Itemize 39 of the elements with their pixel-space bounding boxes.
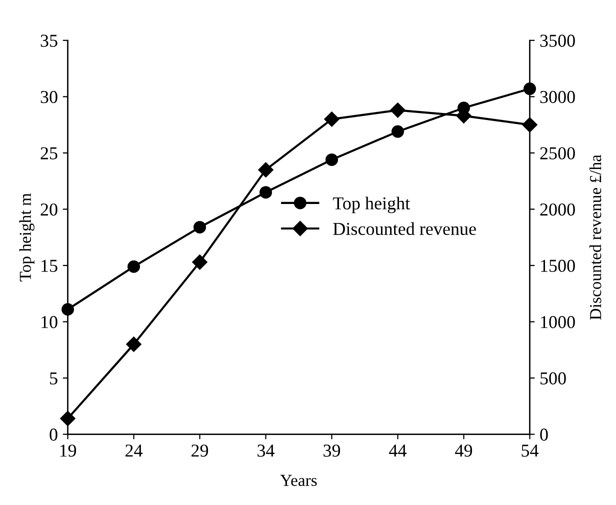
y-tick-label: 30 (40, 90, 58, 104)
x-tick-label: 39 (324, 444, 340, 457)
y2-tick-label: 1000 (541, 316, 575, 328)
y-tick-label: 10 (42, 316, 58, 328)
y2-tick-label: 2500 (540, 147, 575, 160)
point (390, 102, 406, 118)
point (194, 220, 206, 234)
point (326, 153, 338, 166)
y2-axis-title: Discounted revenue £/ha (589, 154, 602, 320)
point (128, 260, 140, 273)
y2-tick-label: 1500 (541, 260, 575, 272)
y2-tick-label: 3000 (540, 90, 575, 104)
y-tick-label: 20 (40, 203, 58, 216)
x-tick-label: 44 (389, 444, 407, 457)
legend-label: Discounted revenue (333, 222, 476, 236)
y2-tick-label: 3500 (540, 34, 575, 47)
point (324, 112, 340, 127)
x-tick-label: 54 (522, 444, 539, 457)
point (192, 254, 208, 270)
x-tick-label: 19 (60, 444, 76, 457)
y-tick-label: 15 (42, 260, 58, 272)
y-tick-label: 0 (50, 428, 58, 441)
y2-tick-label: 2000 (540, 203, 575, 216)
x-axis-title: Years (280, 474, 317, 486)
x-tick-label: 29 (192, 444, 208, 457)
y2-tick-label: 0 (540, 428, 548, 441)
y-tick-label: 25 (40, 147, 58, 160)
y-axis-title: Top height m (19, 193, 34, 282)
point (260, 186, 272, 199)
x-tick-label: 49 (455, 444, 472, 457)
x-tick-label: 34 (258, 444, 275, 457)
point (126, 336, 142, 352)
x-tick-label: 24 (126, 444, 143, 457)
y-tick-label: 35 (40, 34, 58, 47)
legend-label: Top height (332, 196, 410, 214)
point (392, 125, 404, 138)
point (258, 162, 274, 178)
y2-tick-label: 500 (540, 372, 566, 384)
y-tick-label: 5 (50, 372, 58, 384)
